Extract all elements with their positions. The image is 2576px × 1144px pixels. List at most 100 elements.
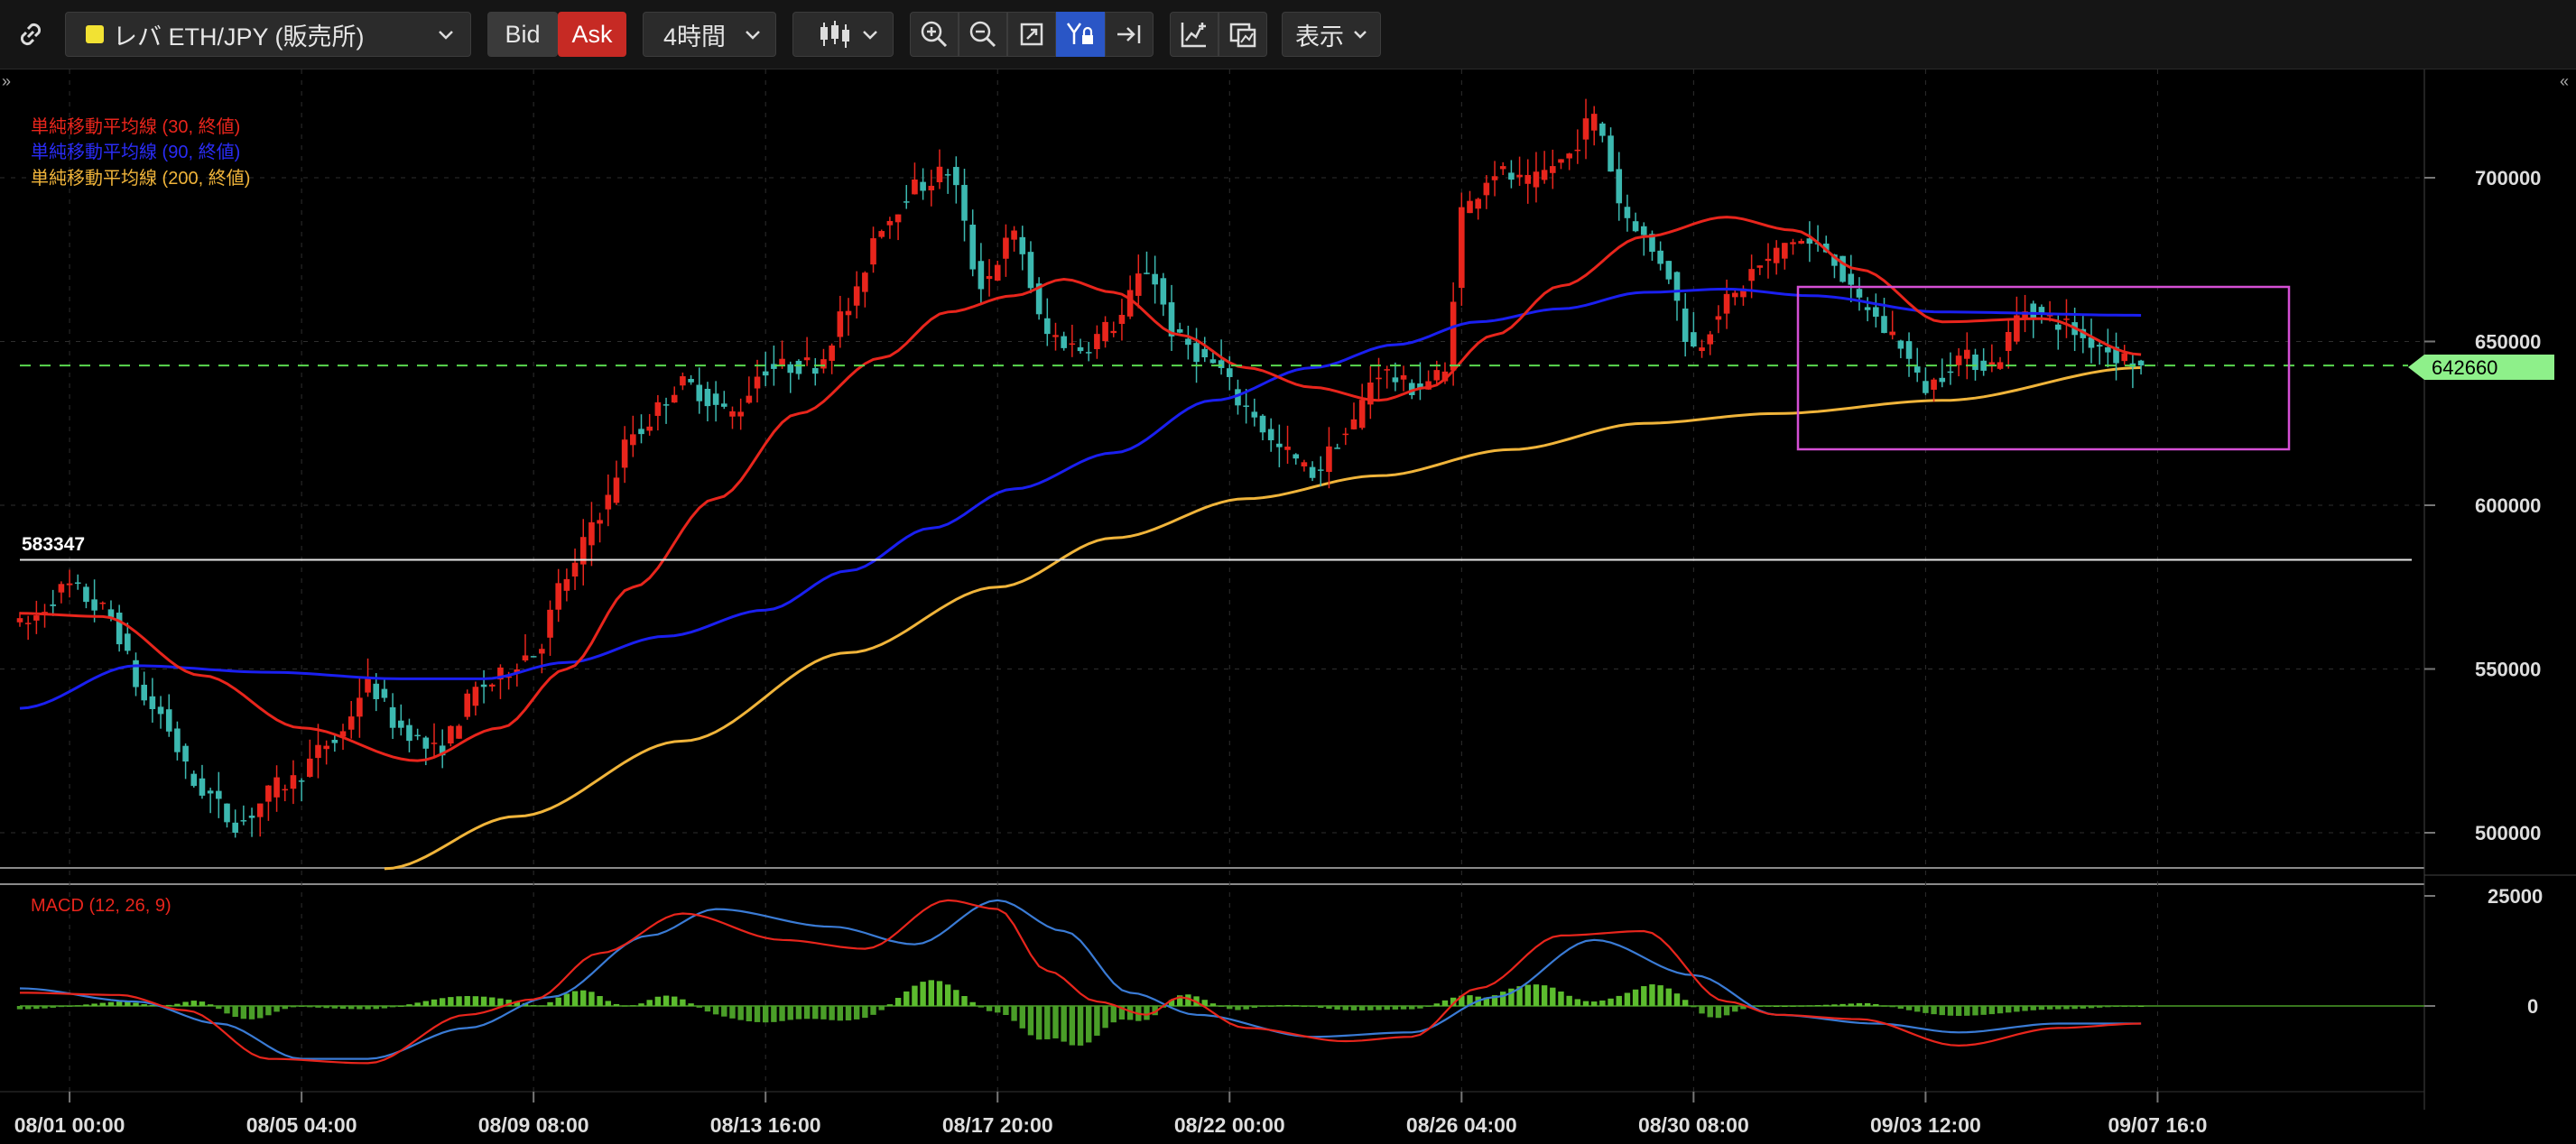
candle-body (779, 358, 785, 365)
chevron-down-icon (863, 31, 877, 40)
macd-histogram-bar (597, 996, 603, 1006)
candle-body (986, 275, 993, 280)
macd-histogram-bar (75, 1005, 81, 1007)
candle-body (1408, 383, 1415, 395)
candle-body (1848, 273, 1855, 285)
macd-histogram-bar (290, 1006, 297, 1008)
zoom-in-button[interactable] (910, 12, 959, 57)
candle-body (1699, 347, 1705, 352)
candle-body (1152, 273, 1158, 285)
add-indicator-button[interactable] (1170, 12, 1219, 57)
timeframe-selector[interactable]: 4時間 (643, 12, 776, 57)
candle-body (1235, 389, 1241, 406)
macd-histogram-bar (688, 1003, 694, 1006)
bid-button[interactable]: Bid (487, 12, 558, 57)
macd-histogram-bar (1218, 1006, 1225, 1007)
macd-histogram-bar (638, 1003, 644, 1006)
candle-body (1731, 292, 1738, 298)
macd-histogram-bar (1955, 1006, 1962, 1016)
macd-histogram-bar (1533, 984, 1540, 1006)
candle-body (273, 777, 280, 798)
chart-type-selector[interactable] (792, 12, 894, 57)
macd-histogram-bar (1209, 1003, 1217, 1006)
candle-body (1384, 369, 1390, 371)
candle-body (862, 272, 868, 292)
candle-body (1367, 383, 1374, 405)
candle-body (2096, 345, 2103, 347)
view-menu-button[interactable]: 表示 (1282, 12, 1381, 57)
macd-histogram-bar (1931, 1006, 1937, 1015)
macd-histogram-bar (654, 996, 662, 1006)
macd-histogram-bar (1823, 1004, 1830, 1006)
macd-histogram-bar (729, 1006, 736, 1019)
macd-histogram-bar (1019, 1006, 1025, 1029)
macd-histogram-bar (986, 1006, 993, 1011)
chart-area[interactable]: 08/01 00:00 08/05 04:00 08/09 08:00 08/13 1… (0, 69, 2576, 1144)
compare-chart-button[interactable] (1219, 12, 1267, 57)
macd-histogram-bar (348, 1006, 355, 1010)
candle-body (2121, 353, 2128, 362)
candle-body (547, 609, 553, 638)
candle-body (803, 357, 811, 361)
macd-histogram-bar (1185, 994, 1191, 1006)
collapse-left-icon[interactable]: » (2, 72, 11, 90)
macd-histogram-bar (107, 1001, 115, 1006)
macd-histogram-bar (1392, 1006, 1399, 1010)
macd-histogram-bar (1591, 1001, 1598, 1006)
current-price-tag (2408, 355, 2554, 380)
macd-histogram-bar (1707, 1006, 1713, 1018)
collapse-right-icon[interactable]: « (2560, 72, 2569, 90)
macd-histogram-bar (1773, 1006, 1780, 1007)
x-tick-label: 08/22 00:00 (1174, 1113, 1285, 1137)
macd-histogram-bar (2105, 1006, 2111, 1008)
zoom-out-button[interactable] (959, 12, 1007, 57)
candle-body (282, 789, 289, 791)
macd-histogram-bar (1284, 1004, 1291, 1006)
candle-body (2054, 324, 2062, 330)
macd-histogram-bar (961, 996, 968, 1006)
macd-histogram-bar (672, 996, 678, 1006)
macd-histogram-bar (1566, 995, 1572, 1006)
macd-histogram-bar (763, 1006, 769, 1023)
candle-body (671, 394, 678, 403)
candle-body (2088, 337, 2095, 348)
macd-histogram-bar (1558, 992, 1564, 1006)
candle-body (530, 656, 537, 658)
macd-histogram-bar (489, 997, 496, 1006)
macd-histogram-bar (365, 1006, 371, 1010)
candle-body (2046, 315, 2053, 317)
link-icon[interactable] (13, 16, 49, 52)
candle-body (811, 368, 819, 374)
macd-histogram-bar (2129, 1006, 2136, 1007)
symbol-selector[interactable]: レバ ETH/JPY (販売所) (65, 12, 471, 57)
auto-scale-lock-button[interactable] (1056, 12, 1105, 57)
candle-body (654, 401, 662, 416)
candle-body (1558, 159, 1564, 163)
macd-histogram-bar (24, 1006, 32, 1010)
macd-histogram-bar (1756, 1006, 1763, 1007)
ask-button[interactable]: Ask (558, 12, 626, 57)
macd-histogram-bar (1384, 1006, 1390, 1010)
candle-body (1997, 362, 2004, 369)
scroll-to-latest-button[interactable] (1105, 12, 1154, 57)
macd-histogram-bar (1914, 1006, 1921, 1012)
x-tick-label: 09/03 12:00 (1870, 1113, 1981, 1137)
macd-histogram-bar (795, 1006, 802, 1019)
macd-histogram-bar (2063, 1006, 2070, 1010)
candle-body (1342, 433, 1349, 436)
macd-histogram-bar (1541, 985, 1548, 1006)
macd-histogram-bar (240, 1006, 247, 1019)
candle-body (448, 725, 454, 744)
candle-body (845, 310, 852, 316)
macd-histogram-bar (1856, 1002, 1863, 1006)
macd-histogram-bar (1897, 1006, 1904, 1010)
macd-histogram-bar (837, 1006, 844, 1021)
candle-body (133, 660, 139, 687)
chevron-down-icon (439, 31, 453, 40)
current-price-value: 642660 (2432, 356, 2497, 379)
macd-histogram-bar (83, 1004, 89, 1006)
fit-screen-button[interactable] (1007, 12, 1056, 57)
sma-200-path (384, 366, 2142, 871)
macd-histogram-bar (1508, 988, 1515, 1006)
drawn-rectangle (1796, 285, 2291, 451)
